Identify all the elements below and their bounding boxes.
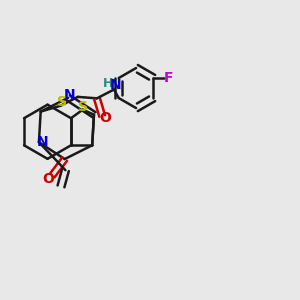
Text: N: N [64, 88, 76, 102]
Text: O: O [43, 172, 55, 186]
Text: O: O [99, 111, 111, 125]
Text: N: N [37, 135, 48, 148]
Text: F: F [164, 71, 173, 85]
Text: N: N [110, 78, 121, 92]
Text: H: H [103, 76, 113, 89]
Text: S: S [57, 95, 67, 109]
Text: S: S [78, 100, 88, 114]
